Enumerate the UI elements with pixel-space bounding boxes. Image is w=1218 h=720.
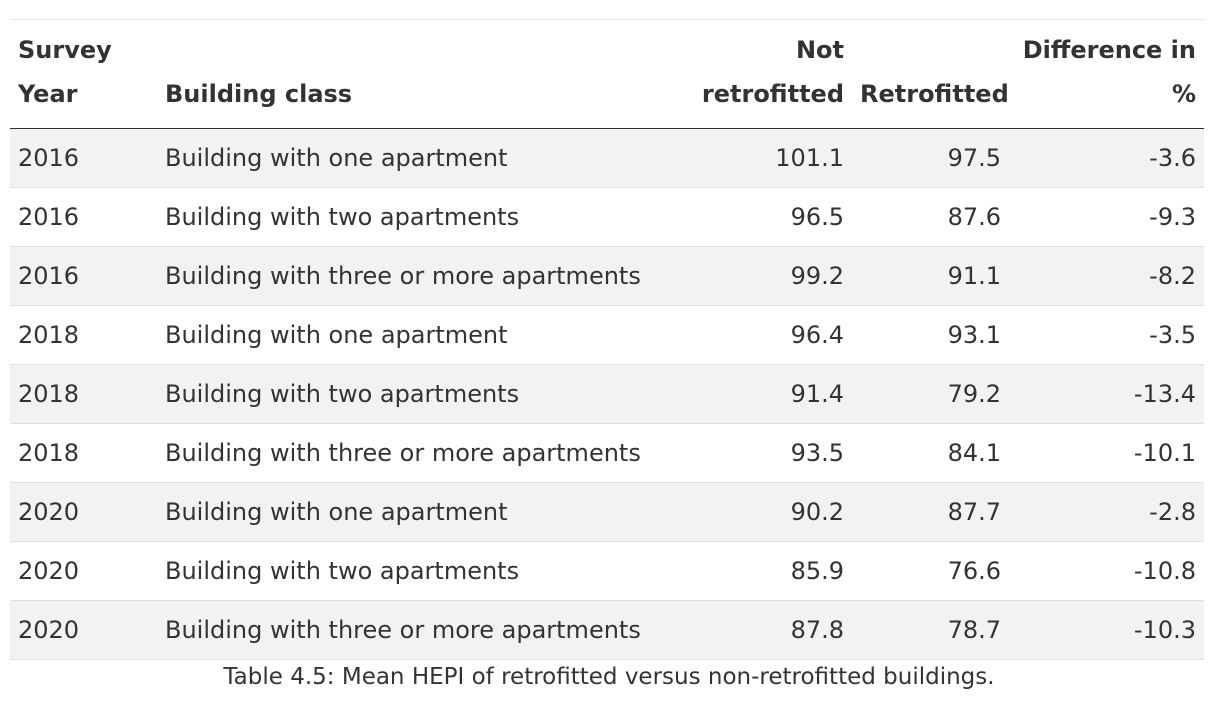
cell-year: 2016 — [10, 187, 157, 247]
cell-building-class: Building with one apartment — [157, 482, 625, 542]
header-row: Survey Year Building class Not retrofitt… — [10, 19, 1204, 129]
table-row: 2020 Building with one apartment 90.2 87… — [10, 482, 1204, 542]
cell-retrofitted: 97.5 — [852, 128, 1009, 188]
cell-not-retrofitted: 101.1 — [625, 128, 852, 188]
data-table-container: Survey Year Building class Not retrofitt… — [10, 19, 1204, 660]
cell-building-class: Building with two apartments — [157, 541, 625, 601]
header-not-retrofitted-line1: Not — [795, 36, 844, 64]
cell-difference: -10.3 — [1009, 600, 1204, 660]
cell-building-class: Building with three or more apartments — [157, 246, 641, 306]
cell-building-class: Building with one apartment — [157, 128, 625, 188]
header-not-retrofitted-line2: retrofitted — [701, 80, 844, 108]
table-row: 2016 Building with two apartments 96.5 8… — [10, 187, 1204, 247]
cell-building-class: Building with three or more apartments — [157, 423, 641, 483]
cell-year: 2020 — [10, 541, 157, 601]
cell-difference: -3.5 — [1009, 305, 1204, 365]
cell-building-class: Building with two apartments — [157, 364, 625, 424]
cell-retrofitted: 78.7 — [852, 600, 1009, 660]
cell-year: 2018 — [10, 364, 157, 424]
cell-year: 2020 — [10, 482, 157, 542]
cell-not-retrofitted: 87.8 — [625, 600, 852, 660]
table-row: 2020 Building with three or more apartme… — [10, 600, 1204, 660]
header-difference-line1: Difference in — [1022, 36, 1196, 64]
header-difference: Difference in % — [1009, 19, 1204, 129]
table-row: 2016 Building with one apartment 101.1 9… — [10, 128, 1204, 188]
cell-year: 2018 — [10, 423, 157, 483]
cell-year: 2016 — [10, 246, 157, 306]
cell-not-retrofitted: 96.5 — [625, 187, 852, 247]
hepi-table: Survey Year Building class Not retrofitt… — [10, 19, 1204, 660]
table-row: 2016 Building with three or more apartme… — [10, 246, 1204, 306]
cell-not-retrofitted: 93.5 — [625, 423, 852, 483]
table-row: 2018 Building with two apartments 91.4 7… — [10, 364, 1204, 424]
header-survey-year: Survey Year — [10, 19, 157, 129]
header-difference-line2: % — [1171, 80, 1196, 108]
cell-not-retrofitted: 96.4 — [625, 305, 852, 365]
cell-retrofitted: 93.1 — [852, 305, 1009, 365]
cell-difference: -8.2 — [1009, 246, 1204, 306]
cell-not-retrofitted: 90.2 — [625, 482, 852, 542]
cell-difference: -13.4 — [1009, 364, 1204, 424]
cell-retrofitted: 87.6 — [852, 187, 1009, 247]
cell-difference: -10.1 — [1009, 423, 1204, 483]
header-survey-year-line1: Survey — [18, 36, 112, 64]
cell-building-class: Building with two apartments — [157, 187, 625, 247]
cell-difference: -9.3 — [1009, 187, 1204, 247]
header-survey-year-line2: Year — [18, 80, 78, 108]
cell-not-retrofitted: 91.4 — [625, 364, 852, 424]
cell-retrofitted: 87.7 — [852, 482, 1009, 542]
cell-building-class: Building with three or more apartments — [157, 600, 641, 660]
cell-retrofitted: 79.2 — [852, 364, 1009, 424]
cell-difference: -3.6 — [1009, 128, 1204, 188]
header-retrofitted: Retrofitted — [852, 19, 1009, 129]
cell-building-class: Building with one apartment — [157, 305, 625, 365]
header-building-class: Building class — [157, 19, 625, 129]
header-not-retrofitted: Not retrofitted — [625, 19, 852, 129]
table-row: 2020 Building with two apartments 85.9 7… — [10, 541, 1204, 601]
cell-year: 2016 — [10, 128, 157, 188]
cell-retrofitted: 84.1 — [852, 423, 1009, 483]
cell-retrofitted: 76.6 — [852, 541, 1009, 601]
cell-difference: -10.8 — [1009, 541, 1204, 601]
cell-difference: -2.8 — [1009, 482, 1204, 542]
cell-year: 2020 — [10, 600, 157, 660]
cell-year: 2018 — [10, 305, 157, 365]
cell-retrofitted: 91.1 — [852, 246, 1009, 306]
cell-not-retrofitted: 85.9 — [625, 541, 852, 601]
table-row: 2018 Building with one apartment 96.4 93… — [10, 305, 1204, 365]
table-row: 2018 Building with three or more apartme… — [10, 423, 1204, 483]
cell-not-retrofitted: 99.2 — [625, 246, 852, 306]
table-caption: Table 4.5: Mean HEPI of retrofitted vers… — [223, 664, 995, 690]
